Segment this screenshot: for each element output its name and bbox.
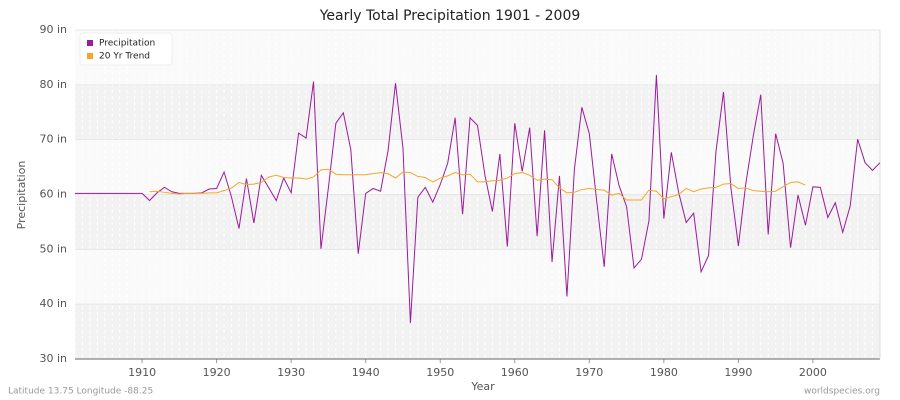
x-tick-label: 1940 (352, 366, 380, 379)
series-line (75, 74, 881, 323)
x-axis-label: Year (470, 380, 495, 393)
grid-band (75, 84, 880, 140)
x-tick-label: 1950 (426, 366, 454, 379)
legend-label: 20 Yr Trend (99, 52, 150, 62)
y-tick-label: 40 in (39, 297, 67, 310)
x-tick-label: 1990 (724, 366, 752, 379)
x-tick-label: 1980 (650, 366, 678, 379)
chart-title: Yearly Total Precipitation 1901 - 2009 (319, 8, 581, 24)
y-tick-label: 80 in (39, 78, 67, 91)
series-line (149, 168, 806, 201)
footer-right: worldspecies.org (804, 387, 880, 397)
footer-left: Latitude 13.75 Longitude -88.25 (8, 387, 153, 397)
y-tick-label: 60 in (39, 188, 67, 201)
legend-box (79, 32, 173, 66)
y-axis-label: Precipitation (15, 161, 28, 230)
x-tick-label: 1920 (203, 366, 231, 379)
grid-band (75, 30, 880, 85)
x-tick-label: 1960 (501, 366, 529, 379)
y-tick-label: 90 in (39, 23, 67, 36)
y-tick-label: 70 in (39, 133, 67, 146)
legend: Precipitation 20 Yr Trend (79, 32, 173, 66)
x-tick-label: 2000 (799, 366, 827, 379)
x-tick-label: 1930 (277, 366, 305, 379)
y-tick-label: 50 in (39, 242, 67, 255)
x-tick-label: 1970 (575, 366, 603, 379)
x-tick-label: 1910 (128, 366, 156, 379)
legend-label: Precipitation (99, 39, 155, 49)
legend-swatch (87, 40, 93, 46)
y-tick-label: 30 in (39, 352, 67, 365)
legend-swatch (87, 53, 93, 59)
plot-area (74, 29, 881, 360)
